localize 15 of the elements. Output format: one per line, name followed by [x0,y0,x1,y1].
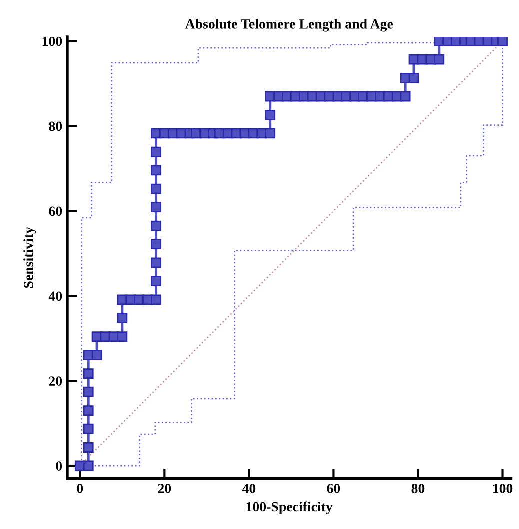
x-tick-label: 40 [242,484,256,494]
chart-title: Absolute Telomere Length and Age [185,19,394,32]
x-tick-label: 20 [158,484,172,494]
x-tick-label: 100 [493,484,513,494]
x-axis-title: 100-Specificity [246,502,333,515]
y-tick-label: 0 [56,462,62,471]
x-tick-label: 0 [77,484,84,494]
x-tick-label: 60 [327,484,340,494]
y-tick-label: 20 [49,376,62,386]
y-tick-label: 80 [49,122,62,132]
y-tick-label: 40 [48,292,62,302]
y-axis-title: Sensitivity [24,227,36,288]
y-tick-label: 60 [49,206,62,216]
x-tick-label: 80 [412,484,425,494]
y-tick-label: 100 [42,36,62,46]
